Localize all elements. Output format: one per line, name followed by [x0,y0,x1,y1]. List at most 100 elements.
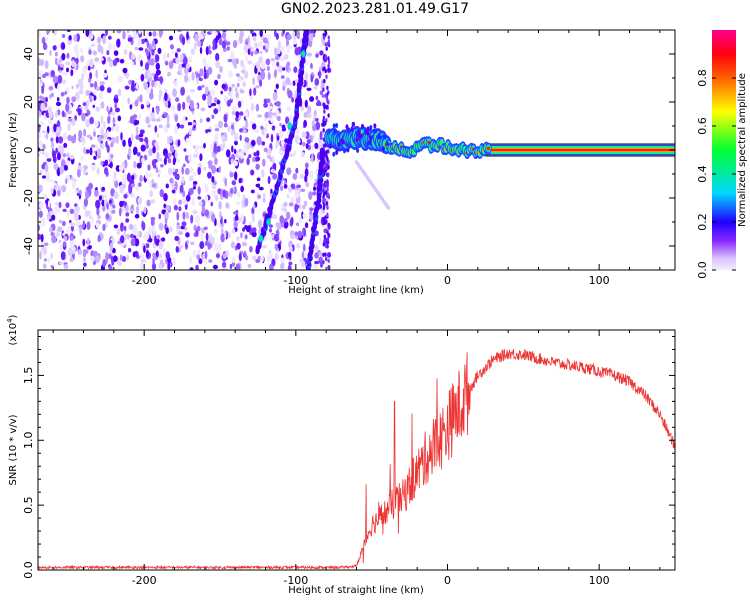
noise-speck [171,50,176,55]
noise-speck [149,190,153,198]
noise-edge-speck [324,54,328,60]
noise-speck [139,129,145,134]
noise-speck [221,227,224,235]
noise-speck [167,53,170,58]
noise-speck [215,35,219,41]
noise-speck [269,228,272,233]
band-speck [342,148,346,154]
noise-speck [184,200,187,205]
noise-speck [274,30,277,37]
noise-speck [318,252,324,256]
noise-edge-speck [324,243,328,249]
noise-speck [108,35,112,40]
noise-speck [220,90,223,95]
noise-speck [101,186,105,191]
noise-speck [52,150,56,160]
noise-speck [123,193,128,199]
noise-speck [147,227,152,235]
noise-speck [214,194,219,201]
snr-background [38,330,675,570]
colorbar-label: Normalized spectral amplitude [737,73,748,227]
noise-speck [208,45,211,50]
noise-speck [157,169,161,174]
band-speck [356,147,360,153]
noise-speck [169,145,175,153]
noise-speck [199,68,204,77]
noise-speck [311,153,314,163]
noise-speck [282,85,286,91]
noise-speck [240,99,244,104]
noise-speck [46,125,50,134]
noise-speck [188,76,191,83]
noise-speck [291,96,294,103]
noise-speck [41,74,47,78]
noise-speck [214,123,218,128]
noise-speck [225,149,231,158]
band-speck [335,123,339,129]
noise-speck [146,88,149,94]
noise-speck [152,39,156,48]
noise-speck [156,54,160,62]
noise-speck [304,72,309,80]
noise-speck [155,69,161,76]
noise-speck [154,125,158,133]
noise-speck [79,226,82,236]
noise-speck [66,152,70,158]
noise-speck [299,217,302,222]
noise-speck [69,257,74,263]
noise-speck [236,236,240,242]
noise-speck [237,77,242,83]
noise-speck [98,195,102,201]
noise-speck [94,57,100,62]
noise-speck [57,74,63,84]
noise-speck [99,91,104,100]
noise-speck [106,87,112,94]
noise-speck [193,42,197,50]
noise-speck [163,193,168,202]
noise-speck [114,94,118,99]
noise-speck [290,216,294,226]
noise-speck [265,58,271,66]
colorbar-tick-label: 0.8 [696,69,709,87]
noise-speck [143,206,147,214]
noise-speck [182,56,188,66]
noise-speck [39,250,42,260]
noise-speck [148,237,153,243]
noise-speck [181,176,185,184]
colorbar: 0.0 0.2 0.4 0.6 0.8 Normalized spectral ampl… [696,30,748,279]
noise-speck [119,200,124,208]
noise-speck [125,212,130,217]
noise-speck [158,240,164,250]
noise-speck [281,45,284,52]
noise-speck [47,118,52,125]
noise-speck [129,104,133,110]
noise-speck [174,80,179,88]
noise-speck [245,225,251,233]
noise-speck [60,92,65,97]
noise-speck [248,221,253,225]
noise-speck [131,80,135,86]
noise-speck [238,35,243,44]
noise-speck [38,233,42,240]
noise-speck [245,255,249,261]
noise-speck [228,86,232,92]
noise-speck [189,267,194,270]
noise-speck [207,160,213,166]
noise-speck [84,67,87,76]
noise-speck [76,168,81,178]
noise-speck [178,206,182,212]
noise-speck [245,111,248,120]
noise-speck [60,251,66,261]
noise-speck [87,65,91,71]
noise-speck [70,222,76,227]
noise-speck [254,128,259,134]
noise-edge-speck [327,67,331,73]
noise-speck [262,192,266,199]
noise-speck [204,209,210,217]
noise-speck [90,215,94,224]
noise-speck [112,43,116,51]
noise-speck [153,73,159,83]
noise-speck [39,95,43,100]
noise-speck [88,33,94,40]
